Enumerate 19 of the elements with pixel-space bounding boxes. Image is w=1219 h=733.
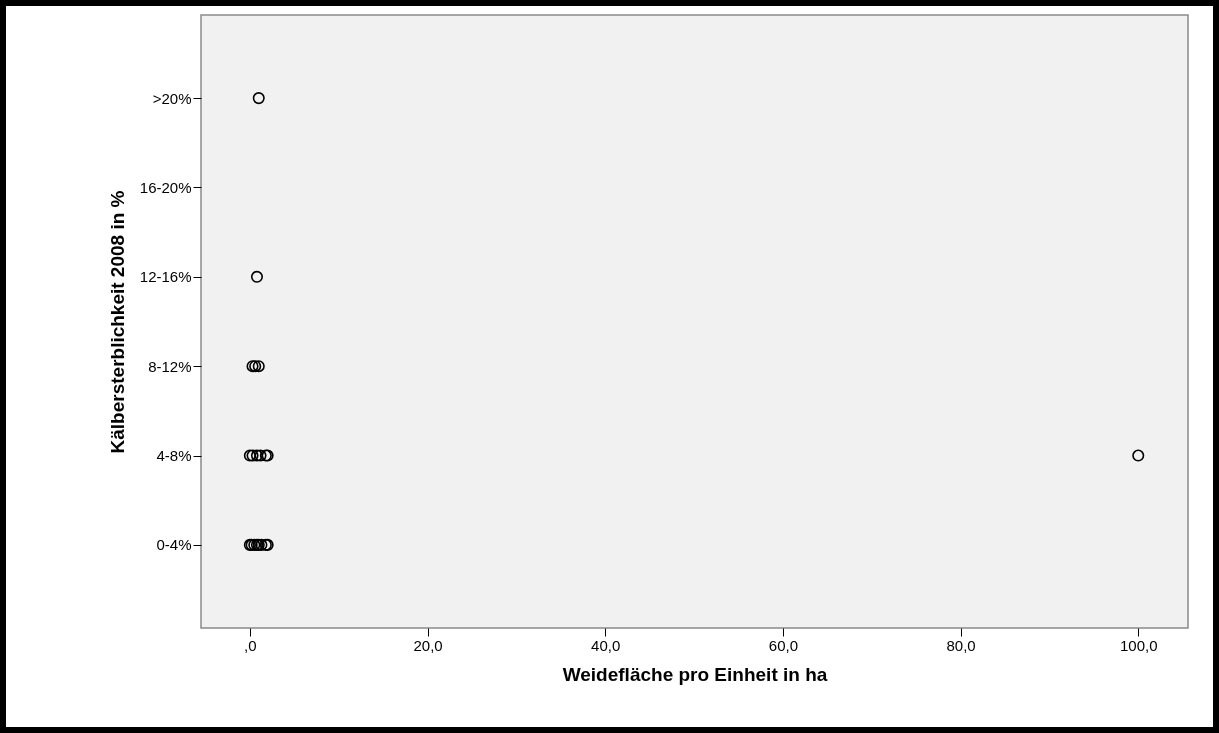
x-tick-label: 100,0 (1119, 636, 1158, 654)
x-tick-label: ,0 (244, 636, 257, 654)
x-tick-label: 20,0 (413, 636, 443, 654)
x-tick-label: 60,0 (768, 636, 798, 654)
x-axis-title: Weidefläche pro Einheit in ha (562, 663, 828, 685)
y-tick-label: 0-4% (156, 536, 192, 554)
point (1132, 449, 1145, 462)
y-tick-label: 8-12% (148, 357, 192, 375)
x-tick-label: 40,0 (591, 636, 621, 654)
y-axis-title: Kälbersterblichkeit 2008 in % (106, 190, 128, 454)
y-tick-label: 4-8% (156, 447, 192, 465)
point (250, 270, 264, 283)
point (252, 92, 265, 105)
x-tick-label: 80,0 (946, 636, 976, 654)
point (254, 449, 267, 462)
y-tick-label: 12-16% (139, 268, 192, 286)
point (250, 449, 264, 462)
y-tick-label: 16-20% (139, 178, 192, 196)
y-tick-label: >20% (152, 89, 192, 107)
